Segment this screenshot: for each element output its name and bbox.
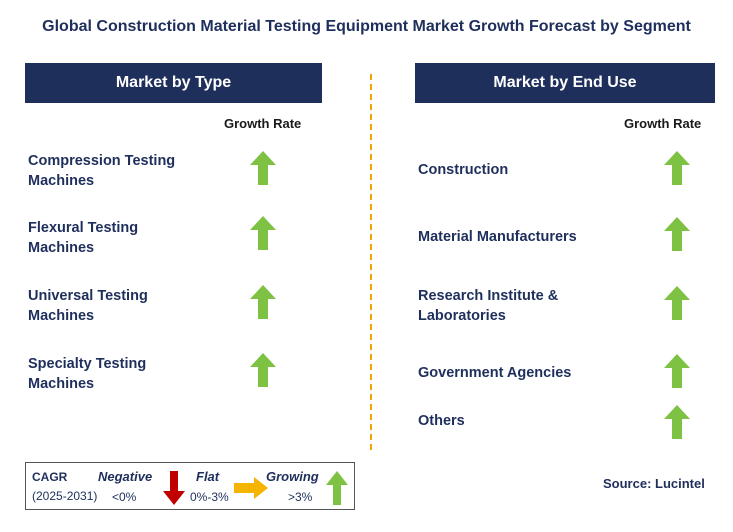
end-use-item-research: Research Institute & Laboratories bbox=[418, 288, 559, 324]
type-item-compression: Compression Testing Machines bbox=[28, 153, 176, 189]
legend-flat-range: 0%-3% bbox=[190, 490, 229, 504]
market-by-type-header: Market by Type bbox=[25, 63, 322, 103]
growing-arrow-icon bbox=[664, 151, 690, 185]
growing-arrow-icon bbox=[664, 405, 690, 439]
growing-arrow-icon bbox=[250, 353, 276, 387]
legend-flat-label: Flat bbox=[196, 469, 220, 484]
growing-arrow-icon bbox=[664, 217, 690, 251]
legend-cagr: CAGR bbox=[32, 470, 68, 484]
growth-rate-label-right: Growth Rate bbox=[624, 116, 702, 131]
growing-arrow-icon bbox=[250, 151, 276, 185]
flat-arrow-icon bbox=[234, 477, 268, 504]
end-use-item-others: Others bbox=[418, 413, 465, 429]
legend-growing-label: Growing bbox=[266, 469, 319, 484]
legend-negative-range: <0% bbox=[112, 490, 137, 504]
growing-arrow-icon bbox=[250, 216, 276, 250]
legend-growing-range: >3% bbox=[288, 490, 313, 504]
type-item-specialty: Specialty Testing Machines bbox=[28, 356, 147, 392]
type-item-universal: Universal Testing Machines bbox=[28, 288, 148, 324]
cagr-legend: CAGR (2025-2031) Negative <0% Flat 0%-3%… bbox=[25, 462, 355, 510]
growing-arrow-icon bbox=[250, 285, 276, 319]
growth-rate-label-left: Growth Rate bbox=[224, 116, 302, 131]
growing-arrow-icon bbox=[664, 354, 690, 388]
market-by-end-use-header: Market by End Use bbox=[415, 63, 715, 103]
growing-arrow-icon bbox=[326, 471, 348, 510]
page-title: Global Construction Material Testing Equ… bbox=[42, 18, 691, 35]
column-divider bbox=[370, 74, 372, 450]
end-use-item-government: Government Agencies bbox=[418, 365, 572, 381]
legend-period: (2025-2031) bbox=[32, 489, 98, 503]
source-note: Source: Lucintel bbox=[603, 476, 705, 491]
growing-arrow-icon bbox=[664, 286, 690, 320]
legend-negative-label: Negative bbox=[98, 469, 153, 484]
type-item-flexural: Flexural Testing Machines bbox=[28, 220, 139, 256]
end-use-item-construction: Construction bbox=[418, 162, 509, 178]
negative-arrow-icon bbox=[163, 471, 185, 510]
end-use-item-material-manufacturers: Material Manufacturers bbox=[418, 229, 577, 245]
